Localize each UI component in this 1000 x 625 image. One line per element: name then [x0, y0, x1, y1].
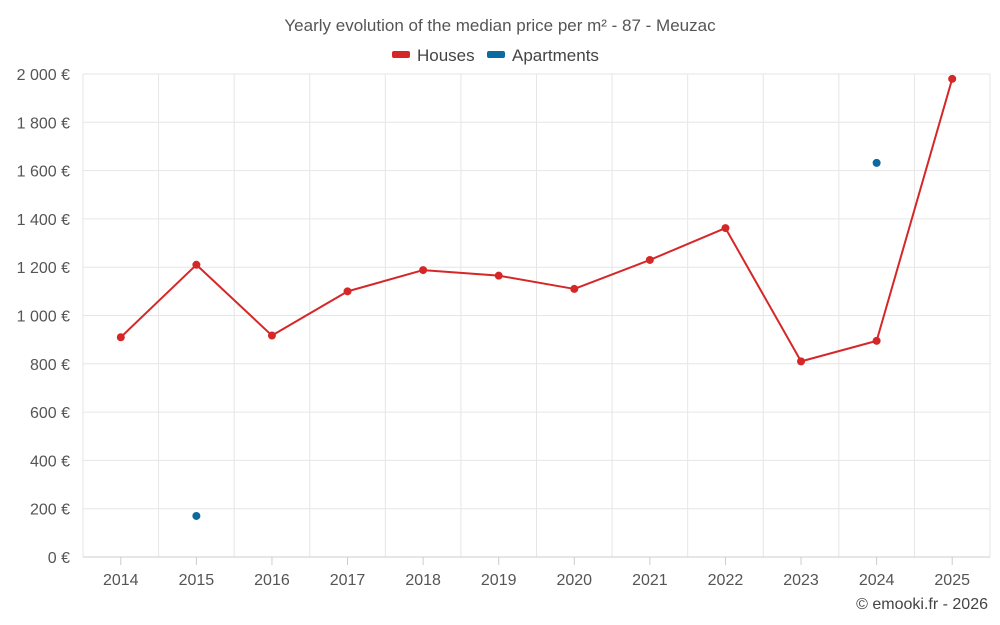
data-point-houses-2023[interactable]	[797, 357, 806, 366]
data-point-houses-2020[interactable]	[570, 284, 579, 293]
data-point-houses-2018[interactable]	[419, 266, 428, 275]
legend-item-apartments[interactable]: Apartments	[487, 46, 599, 65]
data-point-houses-2021[interactable]	[645, 255, 654, 264]
series-line-houses	[120, 78, 954, 363]
y-tick-label: 1 600 €	[17, 164, 70, 181]
x-tick-label: 2016	[254, 572, 290, 589]
chart-title: Yearly evolution of the median price per…	[284, 16, 716, 35]
data-point-houses-2016[interactable]	[267, 331, 276, 340]
grid	[82, 73, 991, 557]
x-tick-label: 2017	[330, 572, 366, 589]
x-tick-label: 2025	[934, 572, 970, 589]
x-tick-label: 2014	[103, 572, 139, 589]
x-tick-label: 2018	[405, 572, 441, 589]
x-tick-label: 2019	[481, 572, 517, 589]
legend-swatch-houses	[392, 51, 410, 58]
legend-label-houses: Houses	[417, 46, 475, 65]
x-tick-label: 2023	[783, 572, 819, 589]
y-tick-label: 400 €	[30, 453, 70, 470]
legend-label-apartments: Apartments	[512, 46, 599, 65]
x-tick-label: 2021	[632, 572, 668, 589]
x-tick-label: 2024	[859, 572, 895, 589]
y-tick-label: 200 €	[30, 502, 70, 519]
data-point-houses-2017[interactable]	[343, 287, 352, 296]
data-point-houses-2025[interactable]	[948, 74, 957, 83]
legend-swatch-apartments	[487, 51, 505, 58]
data-point-houses-2024[interactable]	[872, 336, 881, 345]
legend-item-houses[interactable]: Houses	[392, 46, 475, 65]
x-tick-label: 2015	[179, 572, 215, 589]
data-point-houses-2022[interactable]	[721, 224, 730, 233]
data-point-apartments-2024[interactable]	[872, 158, 881, 167]
x-axis: 2014 2015 2016 2017 2018 2019 2020 2021 2022 2023…	[83, 556, 990, 589]
y-tick-label: 1 000 €	[17, 309, 70, 326]
credit-text: © emooki.fr - 2026	[856, 596, 988, 613]
data-point-houses-2019[interactable]	[494, 271, 503, 280]
y-tick-label: 1 800 €	[17, 115, 70, 132]
x-tick-label: 2022	[708, 572, 744, 589]
y-tick-label: 2 000 €	[17, 67, 70, 84]
y-tick-label: 800 €	[30, 357, 70, 374]
y-tick-label: 1 400 €	[17, 212, 70, 229]
data-point-houses-2014[interactable]	[116, 333, 125, 342]
series	[116, 74, 957, 520]
data-point-houses-2015[interactable]	[192, 260, 201, 269]
y-axis: 0 € 200 € 400 € 600 € 800 € 1 000 € 1 200 € 1 4…	[17, 67, 70, 567]
y-tick-label: 0 €	[48, 550, 70, 567]
y-tick-label: 600 €	[30, 405, 70, 422]
y-tick-label: 1 200 €	[17, 260, 70, 277]
x-tick-label: 2020	[556, 572, 592, 589]
data-point-apartments-2015[interactable]	[192, 511, 201, 520]
legend: Houses Apartments	[392, 46, 599, 65]
